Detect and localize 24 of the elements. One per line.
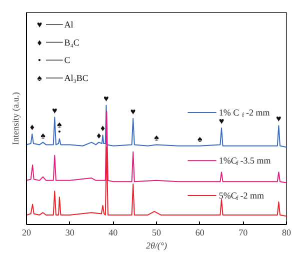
- annotation: ♠: [154, 132, 160, 143]
- annotation: ♥: [52, 105, 58, 116]
- annotation: ♠: [40, 130, 46, 140]
- text: ♠ Al₃BC: [37, 73, 88, 84]
- annotation: ♥: [218, 116, 224, 126]
- annotation: ♠: [197, 134, 202, 144]
- x-tick-label: 80: [282, 228, 292, 238]
- x-tick-label: 20: [22, 228, 32, 238]
- annotation: ♦: [30, 122, 35, 132]
- x-tick-label: 40: [108, 228, 118, 238]
- text: ♥ Al: [36, 19, 74, 30]
- annotation: ♦: [96, 130, 102, 140]
- y-axis-title: Intensity (a.u.): [10, 92, 20, 145]
- annotation: ♥: [130, 106, 136, 116]
- text: ♦ B₄C: [37, 37, 80, 48]
- annotation: ♦: [100, 123, 106, 134]
- x-tick-label: 50: [152, 228, 162, 238]
- annotation: ♥: [276, 114, 282, 124]
- text: • C: [38, 55, 70, 66]
- x-axis-title: 2θ/(°): [146, 240, 168, 250]
- x-tick-label: 70: [238, 228, 248, 238]
- x-tick-label: 60: [195, 228, 205, 238]
- annotation: ♥: [104, 93, 109, 104]
- x-tick-label: 30: [65, 228, 75, 238]
